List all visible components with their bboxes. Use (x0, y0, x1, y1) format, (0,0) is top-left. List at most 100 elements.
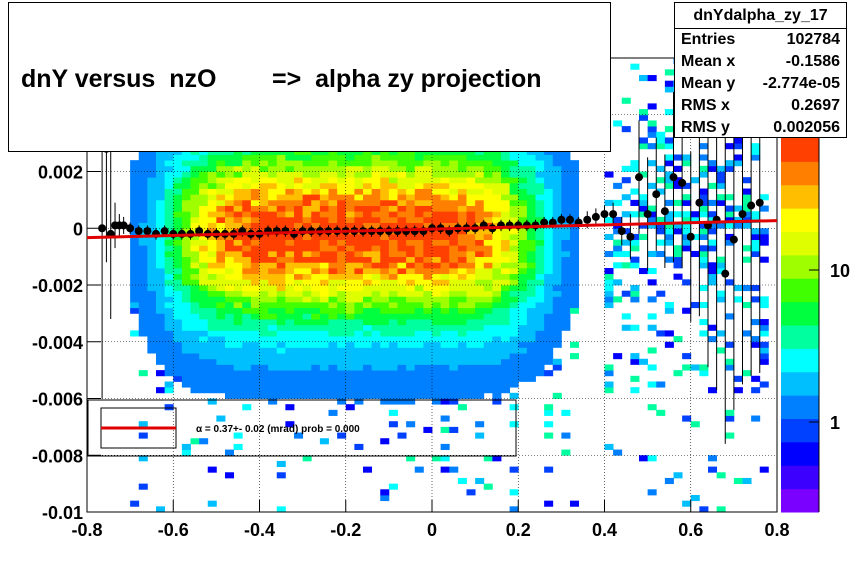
heatmap-cell (432, 188, 442, 195)
heatmap-cell (276, 392, 286, 399)
heatmap-cell (138, 154, 148, 161)
heatmap-cell (630, 290, 640, 297)
heatmap-cell (302, 188, 312, 195)
heatmap-cell (423, 205, 433, 212)
heatmap-cell (181, 245, 191, 252)
heatmap-cell (328, 341, 338, 348)
heatmap-cell (156, 205, 166, 212)
heatmap-cell (673, 165, 683, 172)
profile-point (686, 232, 695, 241)
heatmap-cell (380, 211, 390, 218)
heatmap-cell (130, 228, 140, 235)
heatmap-cell (190, 387, 200, 394)
heatmap-cell (250, 154, 260, 161)
heatmap-cell (716, 222, 726, 229)
heatmap-cell (501, 188, 511, 195)
heatmap-cell (225, 228, 235, 235)
heatmap-cell (216, 222, 226, 229)
heatmap-cell (561, 188, 571, 195)
heatmap-cell (388, 330, 398, 337)
heatmap-cell (371, 358, 381, 365)
heatmap-cell (319, 154, 329, 161)
heatmap-cell (311, 285, 321, 292)
heatmap-cell (363, 177, 373, 184)
heatmap-cell (535, 347, 545, 354)
heatmap-cell (406, 239, 416, 246)
heatmap-cell (414, 182, 424, 189)
heatmap-cell (190, 222, 200, 229)
heatmap-cell (466, 347, 476, 354)
heatmap-cell (440, 426, 450, 433)
heatmap-cell (699, 250, 709, 258)
heatmap-cell (311, 256, 321, 263)
heatmap-cell (423, 211, 433, 218)
heatmap-cell (311, 154, 321, 161)
heatmap-cell (475, 392, 485, 399)
heatmap-cell (242, 302, 252, 309)
heatmap-cell (639, 114, 649, 121)
heatmap-cell (207, 290, 217, 297)
heatmap-cell (328, 370, 338, 377)
heatmap-cell (535, 182, 545, 189)
heatmap-cell (363, 341, 373, 348)
heatmap-cell (388, 267, 398, 275)
heatmap-cell (268, 228, 278, 235)
heatmap-cell (380, 398, 390, 405)
heatmap-cell (414, 392, 424, 399)
heatmap-cell (613, 216, 623, 223)
heatmap-cell (544, 421, 554, 428)
heatmap-cell (457, 273, 467, 280)
heatmap-cell (250, 319, 260, 326)
heatmap-cell (285, 160, 295, 167)
heatmap-cell (526, 375, 536, 382)
heatmap-cell (561, 296, 571, 303)
heatmap-cell (164, 319, 174, 326)
heatmap-cell (250, 296, 260, 303)
heatmap-cell (449, 370, 459, 377)
heatmap-cell (414, 381, 424, 388)
heatmap-cell (371, 199, 381, 206)
heatmap-cell (432, 347, 442, 354)
heatmap-cell (225, 392, 235, 399)
heatmap-cell (250, 262, 260, 269)
heatmap-cell (388, 171, 398, 178)
heatmap-cell (483, 341, 493, 348)
heatmap-cell (449, 171, 459, 178)
heatmap-cell (138, 319, 148, 326)
heatmap-cell (190, 211, 200, 218)
heatmap-cell (397, 375, 407, 382)
stats-row-entries: Entries 102784 (681, 29, 840, 51)
heatmap-cell (457, 392, 467, 399)
profile-point (119, 221, 128, 230)
heatmap-cell (337, 381, 347, 388)
heatmap-cell (268, 302, 278, 309)
heatmap-cell (440, 415, 450, 422)
heatmap-cell (138, 194, 148, 201)
heatmap-cell (440, 267, 450, 275)
heatmap-cell (751, 285, 761, 292)
heatmap-cell (311, 302, 321, 309)
heatmap-cell (199, 267, 209, 275)
heatmap-cell (276, 285, 286, 292)
heatmap-cell (130, 188, 140, 195)
heatmap-cell (613, 245, 623, 252)
palette-swatch (781, 395, 819, 420)
heatmap-cell (501, 341, 511, 348)
heatmap-cell (337, 330, 347, 337)
heatmap-cell (259, 307, 269, 314)
heatmap-cell (457, 205, 467, 212)
heatmap-cell (363, 262, 373, 269)
heatmap-cell (233, 256, 243, 263)
heatmap-cell (509, 466, 519, 473)
heatmap-cell (475, 182, 485, 189)
heatmap-cell (173, 296, 183, 303)
heatmap-cell (414, 353, 424, 360)
heatmap-cell (225, 364, 235, 371)
heatmap-cell (725, 216, 735, 223)
heatmap-cell (647, 404, 657, 411)
heatmap-cell (276, 188, 286, 195)
heatmap-cell (371, 216, 381, 223)
heatmap-cell (466, 336, 476, 343)
heatmap-cell (518, 375, 528, 382)
heatmap-cell (647, 211, 657, 218)
